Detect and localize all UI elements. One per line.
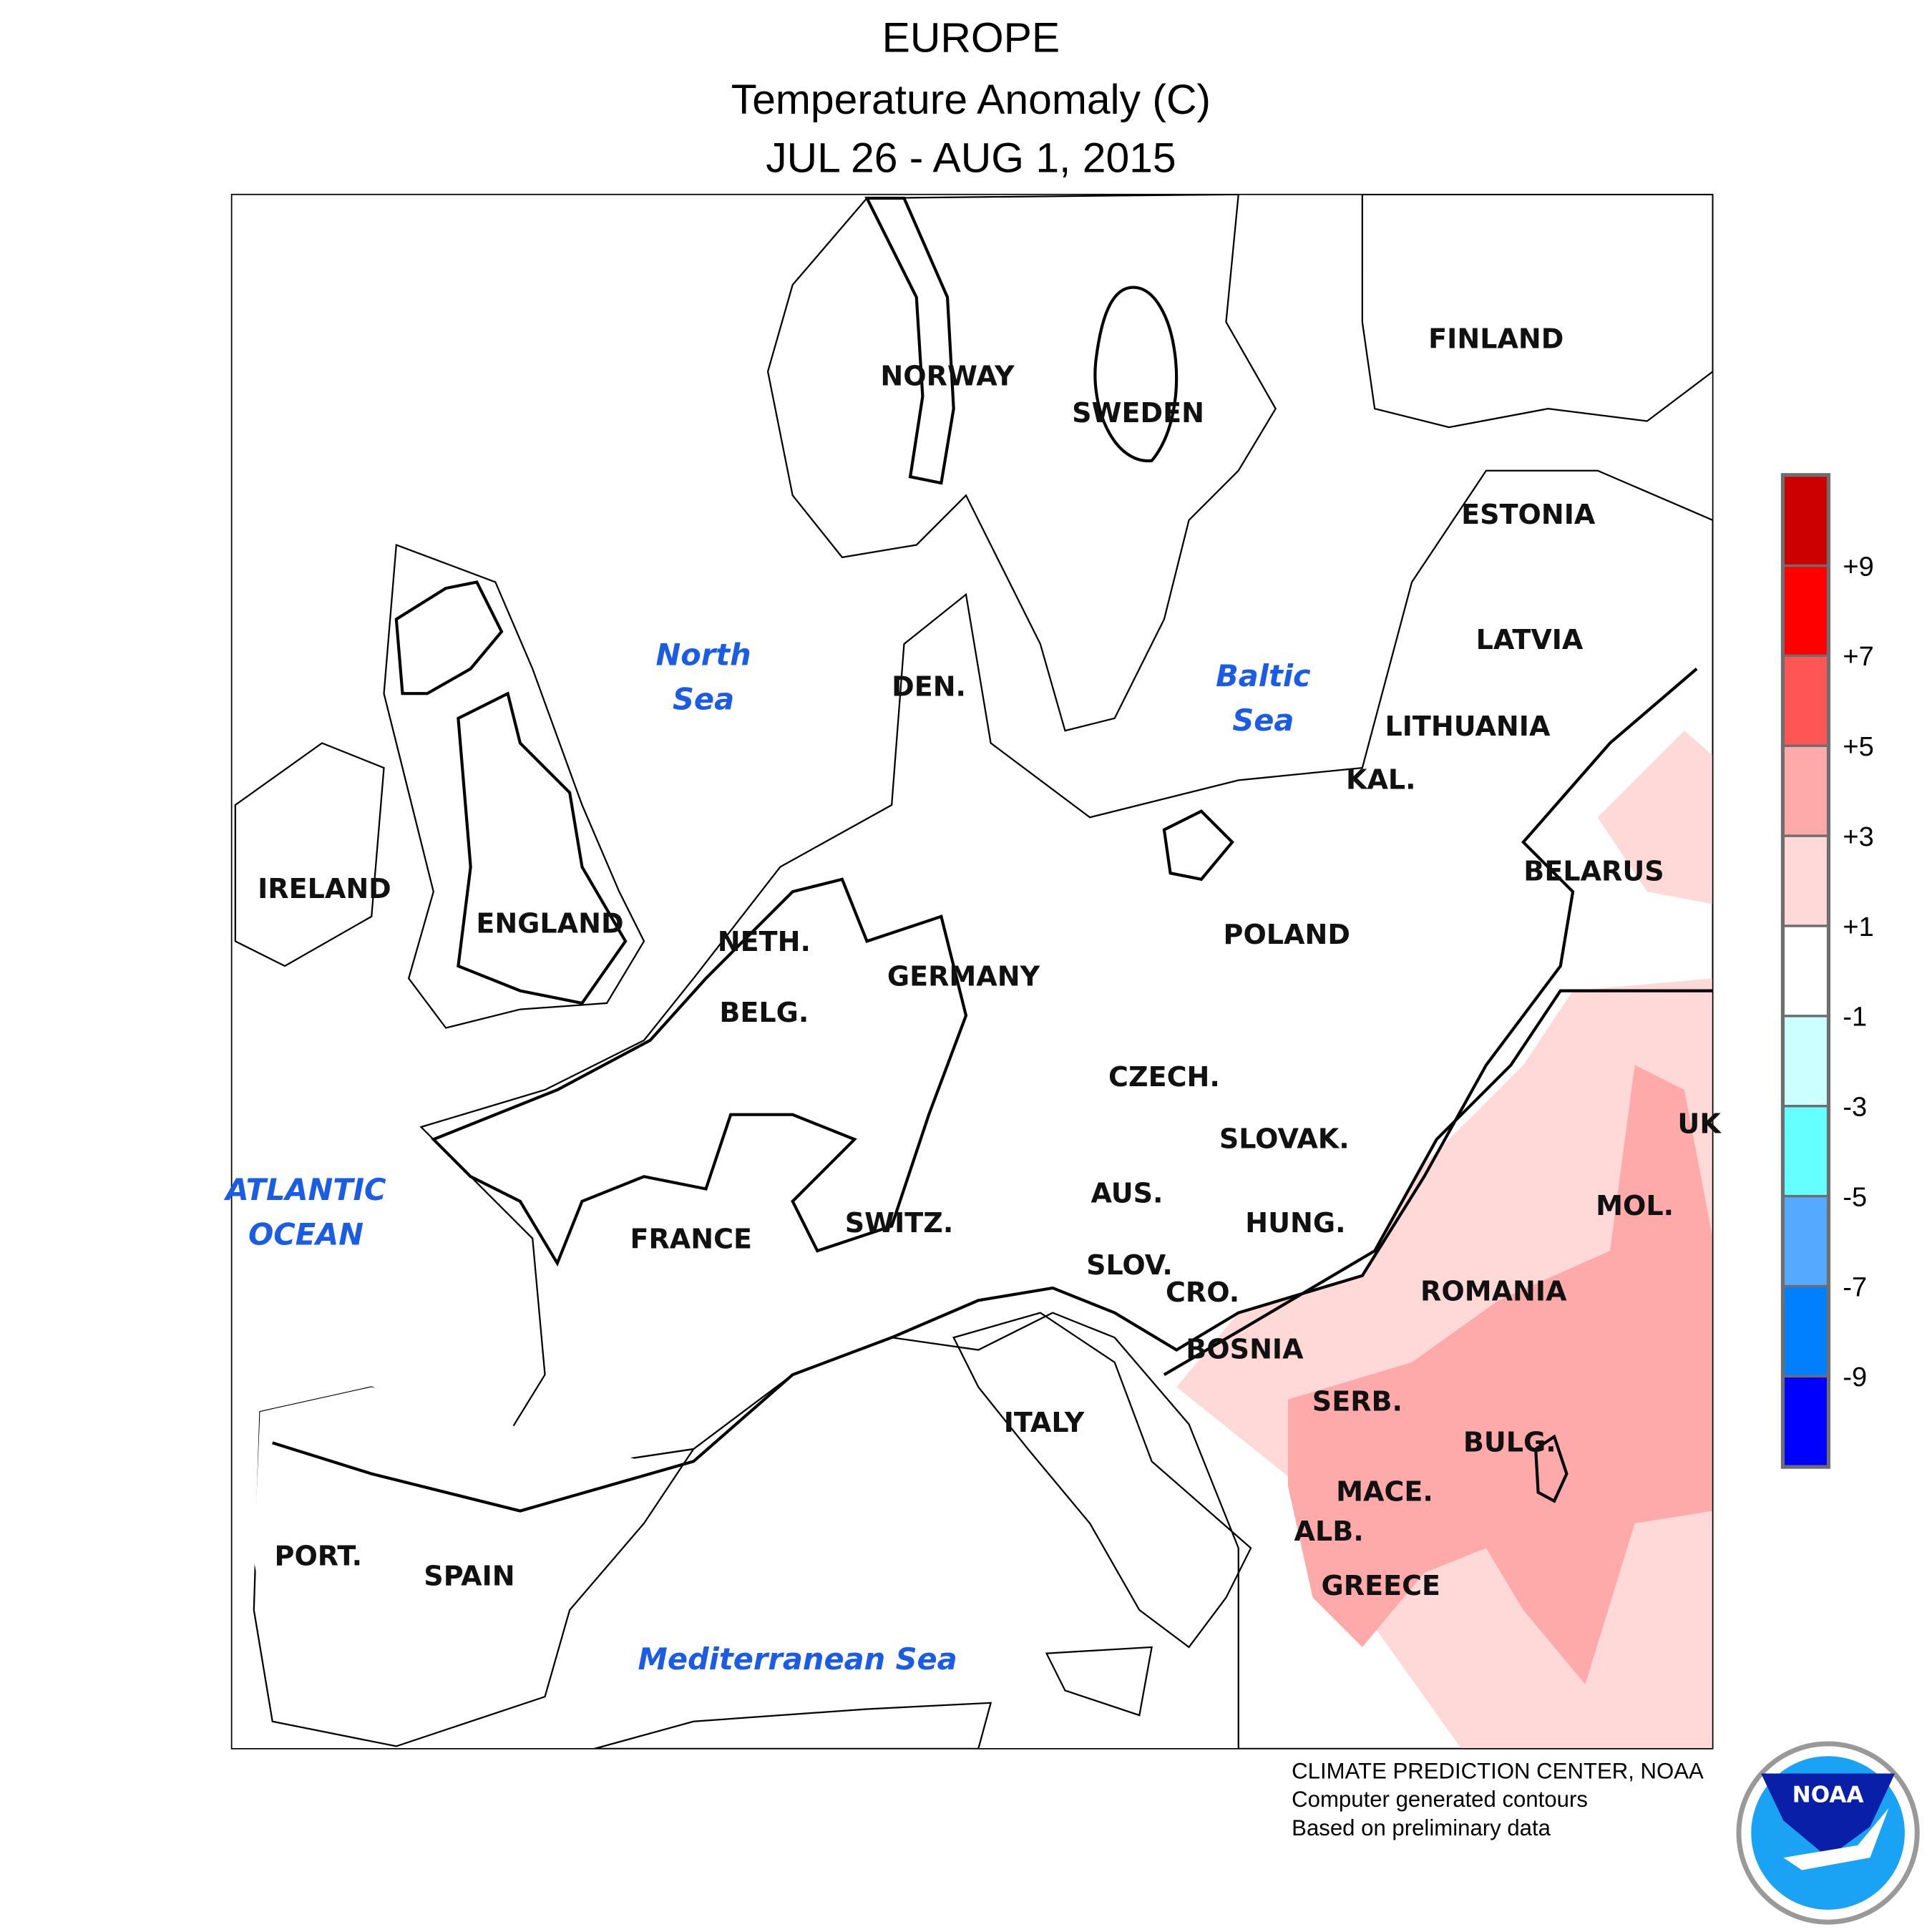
- country-label: CZECH.: [1108, 1061, 1220, 1093]
- legend-swatch: [1785, 477, 1827, 565]
- country-label: SLOV.: [1086, 1249, 1173, 1281]
- map-area: [231, 194, 1713, 1749]
- country-label: CRO.: [1166, 1277, 1239, 1308]
- legend-tick-label: +5: [1843, 732, 1873, 762]
- sea-label: Sea: [1232, 703, 1294, 738]
- legend-tick-label: -3: [1843, 1093, 1867, 1123]
- region-portugal-neutral: [253, 1387, 644, 1684]
- cold-cores: [394, 196, 1234, 1267]
- legend-swatch: [1785, 927, 1827, 1015]
- region-bulgaria-core: [1534, 1434, 1568, 1503]
- country-label: BULG.: [1463, 1426, 1556, 1458]
- footer-credits: CLIMATE PREDICTION CENTER, NOAA Computer…: [1292, 1758, 1704, 1840]
- country-label: LITHUANIA: [1385, 711, 1551, 742]
- country-label: MOL.: [1596, 1190, 1674, 1221]
- country-label: ENGLAND: [476, 907, 623, 939]
- country-label: SLOVAK.: [1219, 1123, 1350, 1154]
- country-label: SERB.: [1312, 1385, 1402, 1417]
- map-frame: [230, 193, 1714, 1750]
- title-variable: Temperature Anomaly (C): [731, 77, 1211, 123]
- sea-label: ATLANTIC: [223, 1172, 386, 1207]
- region-north-africa: [594, 1702, 992, 1749]
- country-label: Based on preliminary data: [1292, 1815, 1551, 1840]
- country-label: NETH.: [718, 926, 811, 957]
- country-label: SPAIN: [424, 1560, 514, 1591]
- legend-tick-label: +3: [1843, 822, 1873, 852]
- title-region: EUROPE: [882, 15, 1060, 62]
- sea-label: Baltic: [1216, 658, 1311, 693]
- country-label: LATVIA: [1476, 624, 1584, 655]
- region-sicily: [1045, 1646, 1153, 1717]
- legend-tick-label: -5: [1843, 1182, 1867, 1212]
- country-label: GERMANY: [887, 961, 1040, 992]
- color-legend: +9 +7 +5 +3 +1 -1 -3 -5 -7 -9: [1780, 473, 1874, 1469]
- country-label: FRANCE: [630, 1224, 752, 1255]
- country-label: ITALY: [1004, 1407, 1085, 1438]
- legend-swatch: [1785, 1197, 1827, 1285]
- sea-labels: North Sea Baltic Sea ATLANTIC OCEAN Medi…: [223, 637, 1311, 1677]
- sea-label: North: [655, 637, 751, 672]
- region-finland: [1361, 194, 1713, 429]
- country-label: BELG.: [719, 997, 809, 1028]
- country-label: CLIMATE PREDICTION CENTER, NOAA: [1292, 1758, 1704, 1783]
- country-label: FINLAND: [1428, 323, 1563, 354]
- legend-swatch: [1785, 836, 1827, 925]
- sea-label: OCEAN: [248, 1216, 364, 1252]
- country-label: MACE.: [1336, 1476, 1433, 1508]
- country-label: BOSNIA: [1186, 1334, 1304, 1365]
- legend-swatch: [1785, 1287, 1827, 1375]
- noaa-logo: NOAA: [1736, 1741, 1920, 1925]
- country-label: Computer generated contours: [1292, 1787, 1588, 1812]
- country-label: HUNG.: [1245, 1207, 1345, 1239]
- country-label: DEN.: [892, 671, 966, 703]
- region-italy: [952, 1312, 1252, 1649]
- country-label: GREECE: [1322, 1570, 1440, 1601]
- country-label: SWITZ.: [845, 1207, 954, 1239]
- contour-zero-south: [272, 668, 1698, 1513]
- country-label: UK: [1677, 1108, 1722, 1140]
- country-labels: NORWAY SWEDEN FINLAND ESTONIA LATVIA LIT…: [258, 323, 1722, 1601]
- legend-tick-label: +1: [1843, 912, 1873, 942]
- country-label: AUS.: [1091, 1178, 1163, 1209]
- country-label: PORT.: [275, 1541, 363, 1572]
- sea-label: Sea: [673, 682, 734, 717]
- legend-swatch: [1785, 746, 1827, 835]
- sea-label: Mediterranean Sea: [638, 1641, 957, 1677]
- legend-tick-label: -9: [1843, 1362, 1867, 1392]
- country-label: IRELAND: [258, 873, 391, 904]
- legend-tick-label: -7: [1843, 1272, 1867, 1302]
- legend-tick-label: +7: [1843, 642, 1873, 672]
- legend-tick-label: +9: [1843, 552, 1873, 582]
- title-period: JUL 26 - AUG 1, 2015: [766, 135, 1176, 182]
- region-balkans-hot: [1288, 1065, 1713, 1684]
- region-ireland: [234, 742, 385, 967]
- legend-tick-label: -1: [1843, 1002, 1867, 1033]
- legend-swatch: [1785, 1017, 1827, 1106]
- country-label: KAL.: [1346, 764, 1416, 796]
- contour-zero-east: [1163, 989, 1713, 1376]
- country-label: BELARUS: [1523, 856, 1664, 887]
- country-label: NORWAY: [880, 360, 1015, 391]
- country-label: SWEDEN: [1072, 397, 1204, 429]
- country-label: POLAND: [1224, 919, 1350, 950]
- legend-swatch: [1785, 567, 1827, 655]
- noaa-logo-text: NOAA: [1792, 1782, 1864, 1807]
- legend-swatch: [1785, 657, 1827, 745]
- region-britain: [383, 543, 645, 1029]
- country-label: ROMANIA: [1420, 1275, 1567, 1307]
- legend-swatch: [1785, 1107, 1827, 1195]
- legend-swatch: [1785, 1377, 1827, 1465]
- country-label: ESTONIA: [1461, 499, 1596, 530]
- region-belarus-warm: [1597, 731, 1713, 904]
- country-label: ALB.: [1294, 1516, 1364, 1547]
